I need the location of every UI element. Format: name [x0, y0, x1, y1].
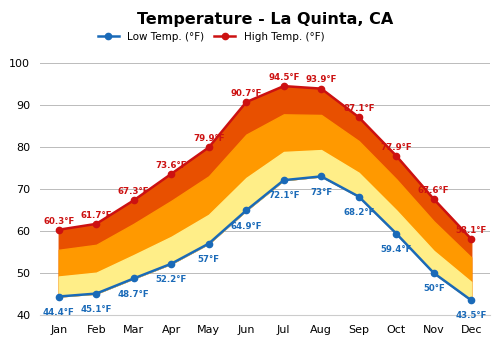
Text: 45.1°F: 45.1°F — [80, 305, 112, 314]
Text: 72.1°F: 72.1°F — [268, 191, 300, 200]
Text: 57°F: 57°F — [198, 255, 220, 264]
Text: 64.9°F: 64.9°F — [230, 222, 262, 231]
Text: 60.3°F: 60.3°F — [43, 217, 74, 225]
Text: 58.1°F: 58.1°F — [456, 226, 487, 235]
Legend: Low Temp. (°F), High Temp. (°F): Low Temp. (°F), High Temp. (°F) — [94, 28, 328, 46]
Text: 61.7°F: 61.7°F — [80, 211, 112, 220]
Text: 59.4°F: 59.4°F — [380, 245, 412, 254]
Text: 73°F: 73°F — [310, 188, 332, 196]
Text: 87.1°F: 87.1°F — [343, 104, 374, 113]
Text: 79.9°F: 79.9°F — [193, 134, 224, 143]
Text: 94.5°F: 94.5°F — [268, 73, 300, 82]
Text: 68.2°F: 68.2°F — [343, 208, 374, 217]
Text: 77.9°F: 77.9°F — [380, 143, 412, 152]
Text: 43.5°F: 43.5°F — [456, 312, 487, 320]
Text: 93.9°F: 93.9°F — [306, 76, 337, 84]
Title: Temperature - La Quinta, CA: Temperature - La Quinta, CA — [137, 12, 393, 27]
Text: 73.6°F: 73.6°F — [156, 161, 187, 170]
Text: 67.3°F: 67.3°F — [118, 187, 150, 196]
Text: 90.7°F: 90.7°F — [230, 89, 262, 98]
Text: 50°F: 50°F — [423, 284, 444, 293]
Text: 48.7°F: 48.7°F — [118, 289, 150, 299]
Text: 52.2°F: 52.2°F — [156, 275, 187, 284]
Text: 67.6°F: 67.6°F — [418, 186, 450, 195]
Text: 44.4°F: 44.4°F — [43, 308, 74, 317]
